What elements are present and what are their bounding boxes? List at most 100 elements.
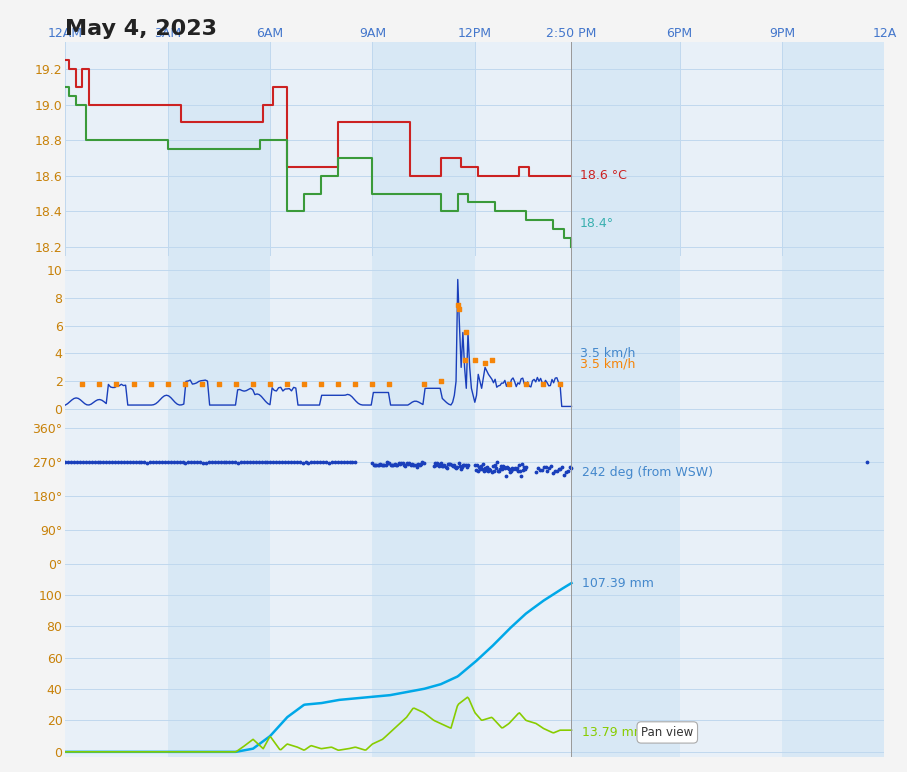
Point: [369, 459, 384, 471]
Point: [113, 455, 128, 468]
Point: [184, 456, 199, 469]
Point: [436, 459, 451, 472]
Bar: [679, 414, 782, 571]
Point: [91, 456, 105, 469]
Point: [486, 465, 501, 477]
Point: [75, 456, 90, 469]
Point: [492, 465, 506, 477]
Point: [366, 378, 380, 391]
Bar: [168, 414, 270, 571]
Point: [158, 455, 172, 468]
Bar: [270, 414, 373, 571]
Legend: Wind Speed (km/h), Wind Gust (km/h): Wind Speed (km/h), Wind Gust (km/h): [563, 419, 878, 442]
Point: [87, 456, 102, 469]
Point: [517, 461, 532, 473]
Point: [281, 456, 296, 469]
Point: [468, 459, 483, 471]
Point: [254, 456, 268, 469]
Point: [405, 458, 419, 470]
Point: [132, 456, 146, 469]
Point: [322, 456, 336, 469]
Point: [536, 461, 551, 473]
Point: [469, 464, 483, 476]
Text: Pan view: Pan view: [641, 726, 694, 739]
Point: [297, 378, 311, 391]
Point: [170, 456, 184, 469]
Point: [405, 459, 420, 471]
Point: [63, 455, 78, 468]
Point: [330, 455, 345, 468]
Point: [442, 458, 456, 470]
Point: [551, 462, 566, 475]
Point: [84, 456, 99, 469]
Point: [510, 462, 524, 474]
Bar: [475, 414, 571, 571]
Point: [334, 456, 348, 469]
Point: [378, 459, 393, 472]
Point: [386, 459, 401, 471]
Point: [125, 456, 140, 469]
Point: [438, 460, 453, 472]
Point: [477, 465, 492, 477]
Point: [161, 455, 175, 468]
Point: [316, 456, 330, 469]
Point: [433, 458, 447, 470]
Bar: [373, 414, 475, 571]
Point: [538, 461, 552, 473]
Point: [368, 459, 383, 472]
Point: [373, 458, 387, 470]
Point: [493, 460, 508, 472]
Point: [553, 378, 568, 391]
Point: [532, 463, 547, 476]
Point: [457, 459, 472, 472]
Bar: [65, 42, 168, 256]
Point: [564, 462, 579, 474]
Point: [502, 462, 517, 475]
Bar: [679, 256, 782, 414]
Point: [457, 354, 472, 367]
Bar: [168, 42, 270, 256]
Point: [120, 455, 134, 468]
Point: [454, 461, 469, 473]
Point: [105, 456, 120, 469]
Point: [503, 466, 518, 478]
Point: [246, 378, 260, 391]
Point: [298, 456, 313, 469]
Legend: Temperature (°C), Dew Point (°): Temperature (°C), Dew Point (°): [602, 265, 878, 288]
Point: [199, 456, 213, 469]
Bar: [373, 42, 475, 256]
Point: [260, 455, 275, 468]
Point: [70, 456, 84, 469]
Point: [445, 459, 460, 472]
Point: [269, 456, 284, 469]
Bar: [782, 414, 884, 571]
Point: [178, 378, 192, 391]
Point: [471, 465, 485, 477]
Bar: [373, 571, 475, 757]
Point: [82, 456, 96, 469]
Point: [504, 464, 519, 476]
Point: [58, 456, 73, 469]
Point: [263, 456, 278, 469]
Point: [263, 378, 278, 391]
Point: [377, 459, 392, 471]
Point: [149, 456, 163, 469]
Point: [513, 469, 528, 482]
Point: [498, 462, 512, 475]
Point: [304, 456, 318, 469]
Point: [325, 455, 339, 468]
Point: [211, 378, 226, 391]
Point: [426, 460, 441, 472]
Point: [500, 461, 514, 473]
Point: [484, 354, 499, 367]
Point: [490, 455, 504, 468]
Point: [310, 455, 325, 468]
Point: [210, 456, 225, 469]
Point: [531, 462, 545, 475]
Bar: [168, 256, 270, 414]
Point: [161, 378, 175, 391]
Point: [287, 456, 301, 469]
Text: 13.79 mm: 13.79 mm: [581, 726, 646, 740]
Point: [555, 461, 570, 473]
Point: [434, 375, 448, 388]
